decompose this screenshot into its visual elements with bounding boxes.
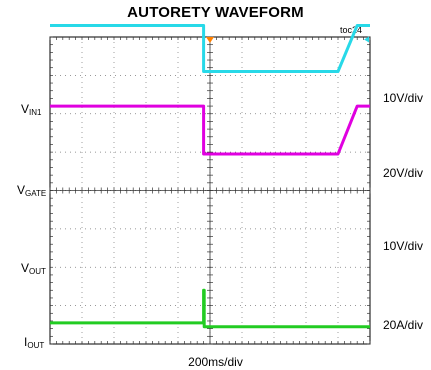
channel-label-vin1: VIN1 xyxy=(21,102,42,117)
channel-scale-vgate: 20V/div xyxy=(383,166,424,180)
channel-label-vout: VOUT xyxy=(21,261,46,276)
trace-vout xyxy=(50,104,370,156)
channel-scale-iout: 20A/div xyxy=(383,318,424,332)
trace-iout xyxy=(50,288,370,329)
figure-id: toc24 xyxy=(340,25,363,35)
level-marker-icon xyxy=(364,36,369,43)
plot-traces xyxy=(50,24,370,329)
trace-vgate xyxy=(50,24,370,73)
chart-title: AUTORETY WAVEFORM xyxy=(127,4,304,21)
channel-label-iout: IOUT xyxy=(24,335,45,350)
channel-scale-vin1: 10V/div xyxy=(383,91,424,105)
channel-scale-vout: 10V/div xyxy=(383,239,424,253)
plot-markers xyxy=(206,36,369,43)
x-axis-label: 200ms/div xyxy=(188,355,243,369)
channel-label-vgate: VGATE xyxy=(17,183,47,198)
trigger-marker-icon xyxy=(206,37,214,43)
plot-grid xyxy=(49,36,371,345)
